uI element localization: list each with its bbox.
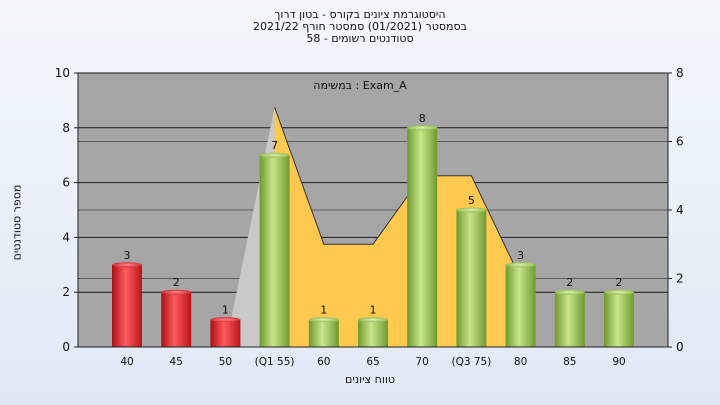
x-axis-title: טווח ציונים bbox=[345, 373, 395, 386]
bar-(Q1 55) bbox=[259, 155, 290, 347]
y-tick-label: 6 bbox=[62, 176, 70, 190]
x-tick-label: (Q3 75) bbox=[451, 356, 491, 368]
bar-70 bbox=[407, 127, 438, 347]
bar-50 bbox=[210, 319, 241, 347]
bar-value-label: 3 bbox=[124, 249, 131, 262]
bar-value-label: 1 bbox=[370, 304, 377, 317]
x-tick-label: (Q1 55) bbox=[255, 356, 295, 368]
bar-top-90 bbox=[604, 289, 634, 295]
bar-top-80 bbox=[505, 262, 536, 268]
y2-tick-label: 8 bbox=[676, 66, 684, 80]
bar-top-45 bbox=[161, 289, 192, 295]
x-tick-label: 45 bbox=[170, 356, 183, 368]
bar-45 bbox=[161, 292, 192, 347]
x-tick-label: 85 bbox=[563, 356, 576, 368]
y-tick-label: 4 bbox=[62, 230, 70, 244]
y-axis-tick-labels: 0 2 4 6 8 10 bbox=[55, 66, 78, 354]
x-tick-label: 60 bbox=[317, 356, 330, 368]
y2-tick-label: 4 bbox=[676, 203, 684, 217]
bar-value-label: 1 bbox=[320, 304, 327, 317]
x-tick-label: 90 bbox=[612, 356, 625, 368]
bar-value-label: 2 bbox=[566, 276, 573, 289]
x-tick-label: 80 bbox=[514, 356, 527, 368]
y-tick-label: 8 bbox=[62, 121, 70, 135]
bar-(Q3 75) bbox=[456, 210, 487, 347]
secondary-y-axis-tick-labels: 0 2 4 6 8 bbox=[668, 66, 684, 354]
bar-value-label: 2 bbox=[616, 276, 623, 289]
y2-tick-label: 0 bbox=[676, 340, 684, 354]
chart-title-line-2: בסמסטר (01/2021) סמסטר חורף 2021/22 bbox=[253, 20, 467, 33]
x-axis-tick-labels: 40 45 50 (Q1 55) 60 65 70 (Q3 75) 80 85 90 bbox=[120, 356, 625, 368]
bars-group bbox=[112, 125, 634, 347]
x-tick-label: 70 bbox=[416, 356, 429, 368]
bar-top-60 bbox=[308, 317, 339, 323]
bar-value-label: 3 bbox=[517, 249, 524, 262]
area-outline bbox=[274, 107, 522, 279]
bar-value-label: 1 bbox=[222, 304, 229, 317]
bar-60 bbox=[308, 319, 339, 347]
bar-top-(Q3 75) bbox=[456, 207, 487, 213]
y-axis-title: מספר סטודנטים bbox=[10, 184, 24, 261]
x-tick-label: 40 bbox=[120, 356, 133, 368]
bar-top-50 bbox=[210, 317, 241, 323]
chart-title-line-3: סטודנטים רשומים - 58 bbox=[306, 32, 414, 45]
bar-top-70 bbox=[407, 125, 438, 131]
bar-value-label: 8 bbox=[419, 112, 426, 125]
y-tick-label: 0 bbox=[62, 340, 70, 354]
bar-value-label: 7 bbox=[271, 139, 278, 152]
bar-top-40 bbox=[112, 262, 142, 268]
chart-annotation: במשימה : Exam_A bbox=[313, 79, 407, 92]
bar-85 bbox=[554, 292, 585, 347]
y-tick-label: 2 bbox=[62, 285, 70, 299]
bar-40 bbox=[112, 264, 142, 347]
y2-tick-label: 6 bbox=[676, 135, 684, 149]
bar-65 bbox=[358, 319, 388, 347]
bar-value-label: 2 bbox=[173, 276, 180, 289]
bar-top-85 bbox=[554, 289, 585, 295]
bar-90 bbox=[604, 292, 634, 347]
bar-80 bbox=[505, 264, 536, 347]
x-tick-label: 50 bbox=[219, 356, 232, 368]
x-tick-label: 65 bbox=[366, 356, 379, 368]
chart-title-block: היסטוגרמת ציונים בקורס - בטון דרוך בסמסט… bbox=[0, 9, 720, 45]
chart-title-line-1: היסטוגרמת ציונים בקורס - בטון דרוך bbox=[274, 8, 446, 21]
bar-value-label: 5 bbox=[468, 194, 475, 207]
y2-tick-label: 2 bbox=[676, 272, 684, 286]
y-tick-label: 10 bbox=[55, 66, 70, 80]
bar-top-65 bbox=[358, 317, 388, 323]
bar-top-(Q1 55) bbox=[259, 152, 290, 158]
